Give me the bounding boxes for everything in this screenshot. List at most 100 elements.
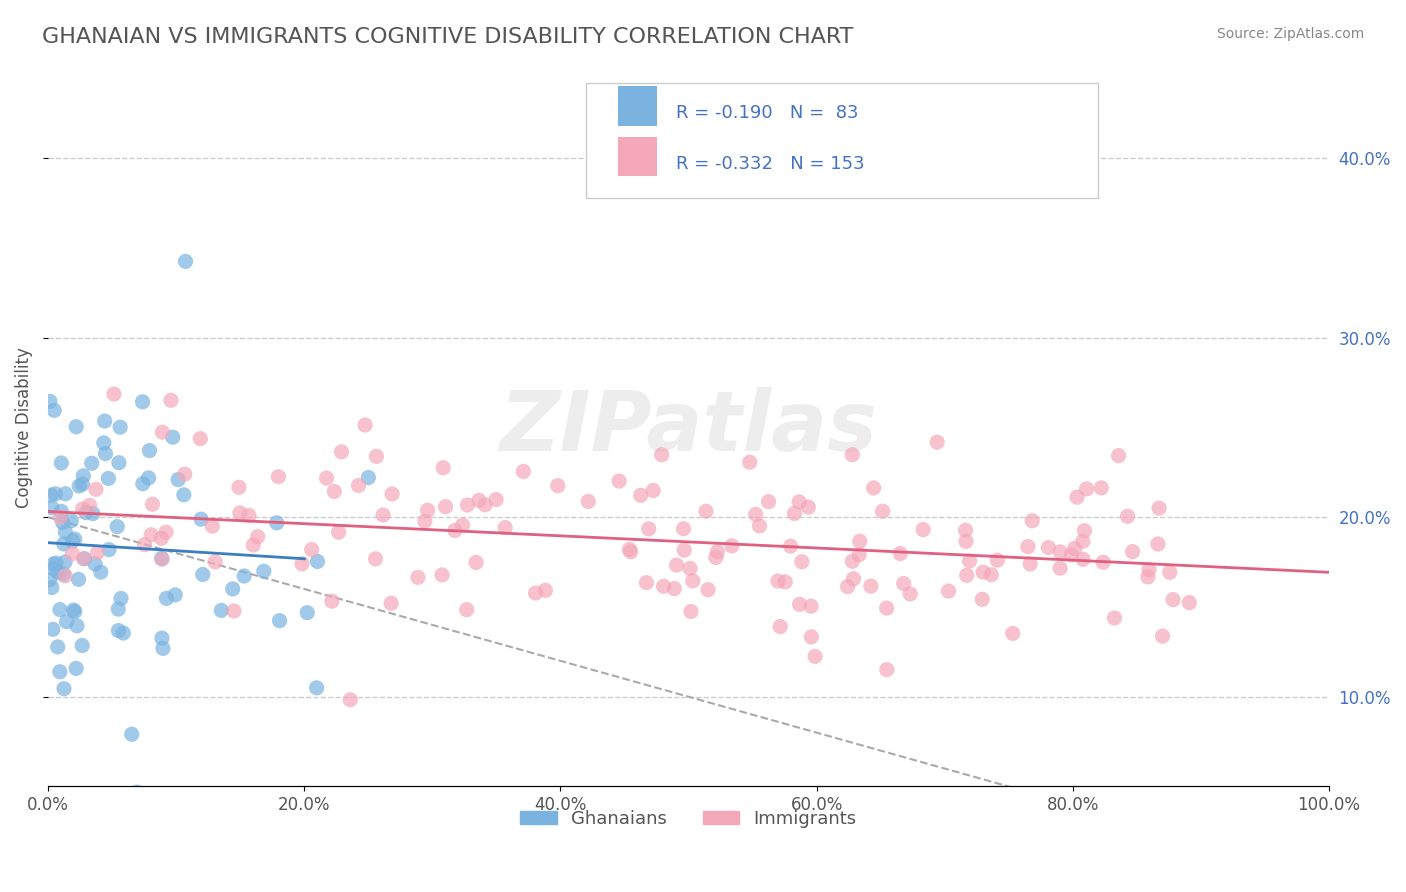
Immigrants	[103, 387, 125, 401]
Text: R = -0.190   N =  83: R = -0.190 N = 83	[676, 104, 858, 122]
Ghanaians	[222, 582, 245, 596]
Ghanaians	[253, 564, 276, 578]
Immigrants	[465, 556, 488, 570]
Ghanaians	[65, 419, 87, 434]
Immigrants	[134, 538, 156, 552]
Ghanaians	[108, 456, 131, 470]
Immigrants	[494, 520, 516, 534]
Ghanaians	[167, 473, 190, 487]
Immigrants	[1121, 544, 1143, 558]
Ghanaians	[174, 254, 197, 268]
Immigrants	[534, 583, 557, 598]
Immigrants	[679, 561, 702, 575]
Immigrants	[173, 467, 195, 482]
Ghanaians	[62, 603, 84, 617]
Ghanaians	[45, 556, 67, 570]
Ghanaians	[51, 504, 73, 518]
Ghanaians	[297, 606, 319, 620]
FancyBboxPatch shape	[619, 136, 657, 177]
Immigrants	[150, 425, 173, 439]
Immigrants	[706, 544, 728, 558]
Legend: Ghanaians, Immigrants: Ghanaians, Immigrants	[513, 803, 863, 835]
Immigrants	[444, 524, 467, 538]
Immigrants	[842, 572, 865, 586]
Immigrants	[53, 569, 76, 583]
Immigrants	[679, 605, 702, 619]
Immigrants	[1049, 561, 1071, 575]
Immigrants	[347, 478, 370, 492]
Ghanaians	[38, 394, 60, 409]
Immigrants	[704, 550, 727, 565]
Immigrants	[1019, 557, 1042, 571]
Immigrants	[60, 547, 83, 561]
Immigrants	[238, 508, 260, 523]
Immigrants	[738, 455, 761, 469]
Immigrants	[524, 586, 547, 600]
Ghanaians	[73, 551, 96, 566]
Immigrants	[413, 514, 436, 528]
Immigrants	[49, 510, 72, 524]
Immigrants	[456, 498, 478, 512]
Ghanaians	[63, 532, 86, 546]
Immigrants	[141, 497, 163, 511]
Immigrants	[86, 546, 108, 560]
Immigrants	[330, 445, 353, 459]
Immigrants	[1066, 490, 1088, 504]
Ghanaians	[44, 562, 66, 576]
Immigrants	[630, 488, 652, 502]
Ghanaians	[138, 443, 160, 458]
Ghanaians	[38, 573, 60, 587]
Immigrants	[800, 599, 823, 614]
Ghanaians	[162, 430, 184, 444]
Immigrants	[1021, 514, 1043, 528]
Immigrants	[748, 519, 770, 533]
Ghanaians	[62, 533, 84, 548]
Ghanaians	[84, 557, 107, 571]
Immigrants	[406, 570, 429, 584]
Immigrants	[72, 502, 94, 516]
Immigrants	[139, 528, 162, 542]
Ghanaians	[112, 626, 135, 640]
Immigrants	[955, 534, 977, 549]
Text: GHANAIAN VS IMMIGRANTS COGNITIVE DISABILITY CORRELATION CHART: GHANAIAN VS IMMIGRANTS COGNITIVE DISABIL…	[42, 27, 853, 46]
Immigrants	[673, 543, 696, 558]
Ghanaians	[46, 566, 69, 580]
Text: R = -0.332   N = 153: R = -0.332 N = 153	[676, 154, 865, 173]
Immigrants	[766, 574, 789, 588]
Ghanaians	[75, 506, 97, 520]
Ghanaians	[51, 456, 73, 470]
Immigrants	[972, 592, 994, 607]
Immigrants	[876, 663, 898, 677]
Ghanaians	[72, 477, 94, 491]
Ghanaians	[66, 619, 89, 633]
Ghanaians	[357, 470, 380, 484]
Ghanaians	[42, 622, 65, 636]
Ghanaians	[93, 436, 115, 450]
Immigrants	[783, 507, 806, 521]
Immigrants	[745, 508, 768, 522]
Ghanaians	[39, 488, 62, 502]
Immigrants	[201, 519, 224, 533]
Immigrants	[797, 500, 820, 515]
Immigrants	[380, 596, 402, 610]
Immigrants	[664, 582, 686, 596]
Immigrants	[841, 448, 863, 462]
Immigrants	[804, 649, 827, 664]
Immigrants	[859, 579, 882, 593]
Immigrants	[547, 478, 569, 492]
Immigrants	[959, 554, 981, 568]
Text: ZIPatlas: ZIPatlas	[499, 387, 877, 468]
Immigrants	[371, 508, 394, 522]
Immigrants	[364, 552, 387, 566]
Immigrants	[229, 506, 252, 520]
Ghanaians	[72, 468, 94, 483]
Immigrants	[1038, 541, 1060, 555]
Immigrants	[652, 579, 675, 593]
Immigrants	[1071, 552, 1094, 566]
Immigrants	[79, 499, 101, 513]
Immigrants	[697, 582, 720, 597]
Immigrants	[893, 576, 915, 591]
Ghanaians	[41, 581, 63, 595]
Ghanaians	[121, 727, 143, 741]
Immigrants	[84, 483, 107, 497]
